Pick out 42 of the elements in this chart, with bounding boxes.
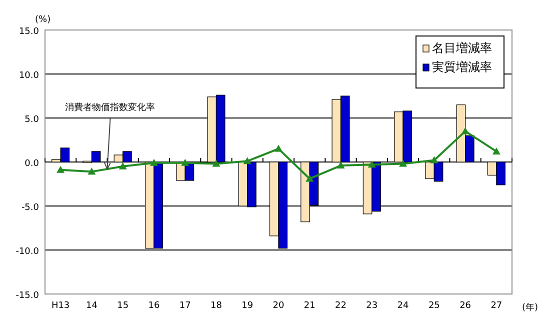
point	[56, 166, 65, 173]
point	[306, 174, 314, 182]
annotation: 消費者物価指数変化率	[65, 102, 155, 113]
y-tick-label: 0.0	[24, 159, 40, 169]
x-tick-label: 19	[242, 301, 254, 311]
y-tick-label: 5.0	[24, 115, 40, 125]
y-axis-title: (%)	[35, 15, 51, 25]
point	[399, 160, 408, 167]
point	[461, 127, 470, 134]
point	[88, 168, 96, 175]
point	[150, 158, 158, 166]
point	[368, 160, 376, 168]
x-tick-label: 27	[490, 301, 502, 311]
x-tick-label: 14	[86, 301, 98, 311]
point	[430, 156, 438, 164]
point	[118, 162, 127, 170]
legend-label: 実質増減率	[432, 60, 492, 74]
point	[336, 162, 345, 169]
y-tick-label: 10.0	[18, 71, 40, 81]
x-tick-label: 20	[272, 301, 284, 311]
x-tick-label: 15	[117, 301, 129, 311]
x-tick-label: 21	[304, 301, 316, 311]
y-tick-label: -5.0	[21, 203, 40, 213]
y-tick-label: -15.0	[16, 291, 40, 301]
point	[212, 160, 220, 167]
x-tick-label: H13	[51, 301, 70, 311]
x-tick-label: 24	[397, 301, 410, 311]
x-tick-label: 16	[148, 301, 160, 311]
x-tick-label: 22	[335, 301, 346, 311]
x-tick-label: 17	[179, 301, 191, 311]
x-tick-label: 25	[428, 301, 440, 311]
point	[243, 157, 252, 164]
point	[181, 158, 190, 166]
x-axis-title: (年)	[522, 302, 538, 313]
x-tick-label: 26	[460, 301, 472, 311]
x-tick-label: 23	[366, 301, 378, 311]
legend-label: 名目増減率	[432, 41, 492, 55]
point	[492, 147, 500, 154]
y-tick-label: -10.0	[16, 247, 40, 257]
y-tick-label: 15.0	[18, 27, 40, 37]
point	[274, 144, 282, 152]
x-tick-label: 18	[210, 301, 222, 311]
